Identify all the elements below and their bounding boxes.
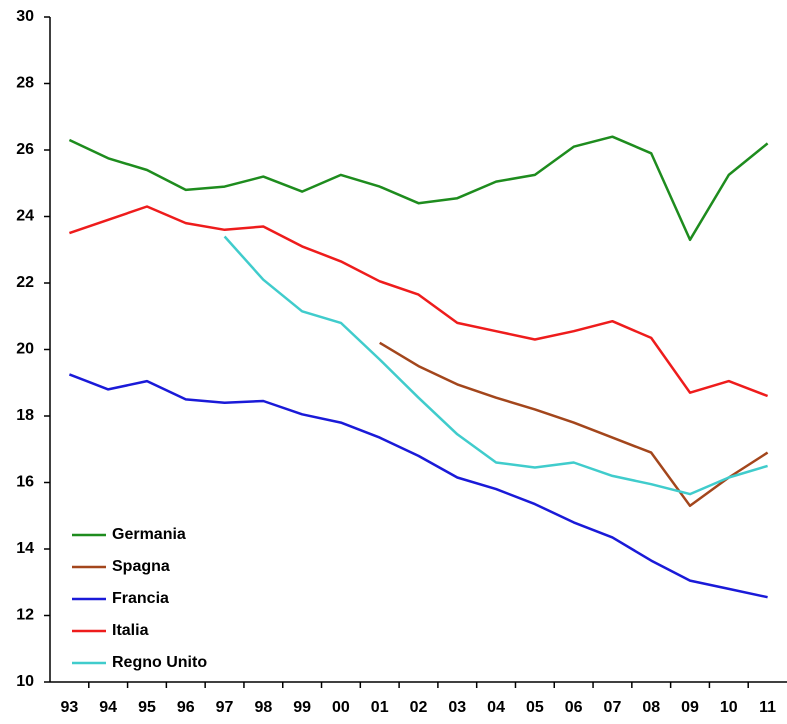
x-tick-label: 06 <box>565 699 583 716</box>
legend-label: Spagna <box>112 558 170 575</box>
x-tick-label: 08 <box>642 699 660 716</box>
y-tick-label: 26 <box>16 141 34 158</box>
y-tick-label: 16 <box>16 474 34 491</box>
x-tick-label: 11 <box>759 699 776 716</box>
y-tick-label: 12 <box>16 607 34 624</box>
legend-label: Francia <box>112 590 169 607</box>
y-tick-label: 30 <box>16 8 34 25</box>
x-tick-label: 05 <box>526 699 544 716</box>
x-tick-label: 98 <box>254 699 272 716</box>
series-line <box>379 341 769 508</box>
x-tick-label: 10 <box>720 699 738 716</box>
y-tick-label: 14 <box>16 540 34 557</box>
series-line <box>68 205 769 398</box>
series-line <box>68 373 768 599</box>
x-tick-label: 97 <box>216 699 234 716</box>
x-tick-label: 02 <box>410 699 428 716</box>
x-tick-label: 00 <box>332 699 350 716</box>
x-tick-label: 93 <box>60 699 78 716</box>
x-tick-label: 95 <box>138 699 156 716</box>
y-tick-label: 24 <box>16 208 34 225</box>
legend-label: Germania <box>112 526 186 543</box>
x-tick-label: 04 <box>487 699 505 716</box>
x-tick-label: 07 <box>604 699 622 716</box>
y-tick-label: 22 <box>16 274 34 291</box>
x-tick-label: 99 <box>293 699 311 716</box>
legend-label: Regno Unito <box>112 654 207 671</box>
series-line <box>223 235 768 496</box>
x-tick-label: 03 <box>448 699 466 716</box>
y-tick-label: 20 <box>16 341 34 358</box>
y-tick-label: 28 <box>16 75 34 92</box>
y-tick-label: 18 <box>16 407 34 424</box>
x-tick-label: 09 <box>681 699 699 716</box>
x-tick-label: 01 <box>371 699 389 716</box>
x-tick-label: 96 <box>177 699 195 716</box>
y-tick-label: 10 <box>16 673 34 690</box>
x-tick-label: 94 <box>99 699 117 716</box>
series-line <box>68 135 769 242</box>
legend-label: Italia <box>112 622 149 639</box>
